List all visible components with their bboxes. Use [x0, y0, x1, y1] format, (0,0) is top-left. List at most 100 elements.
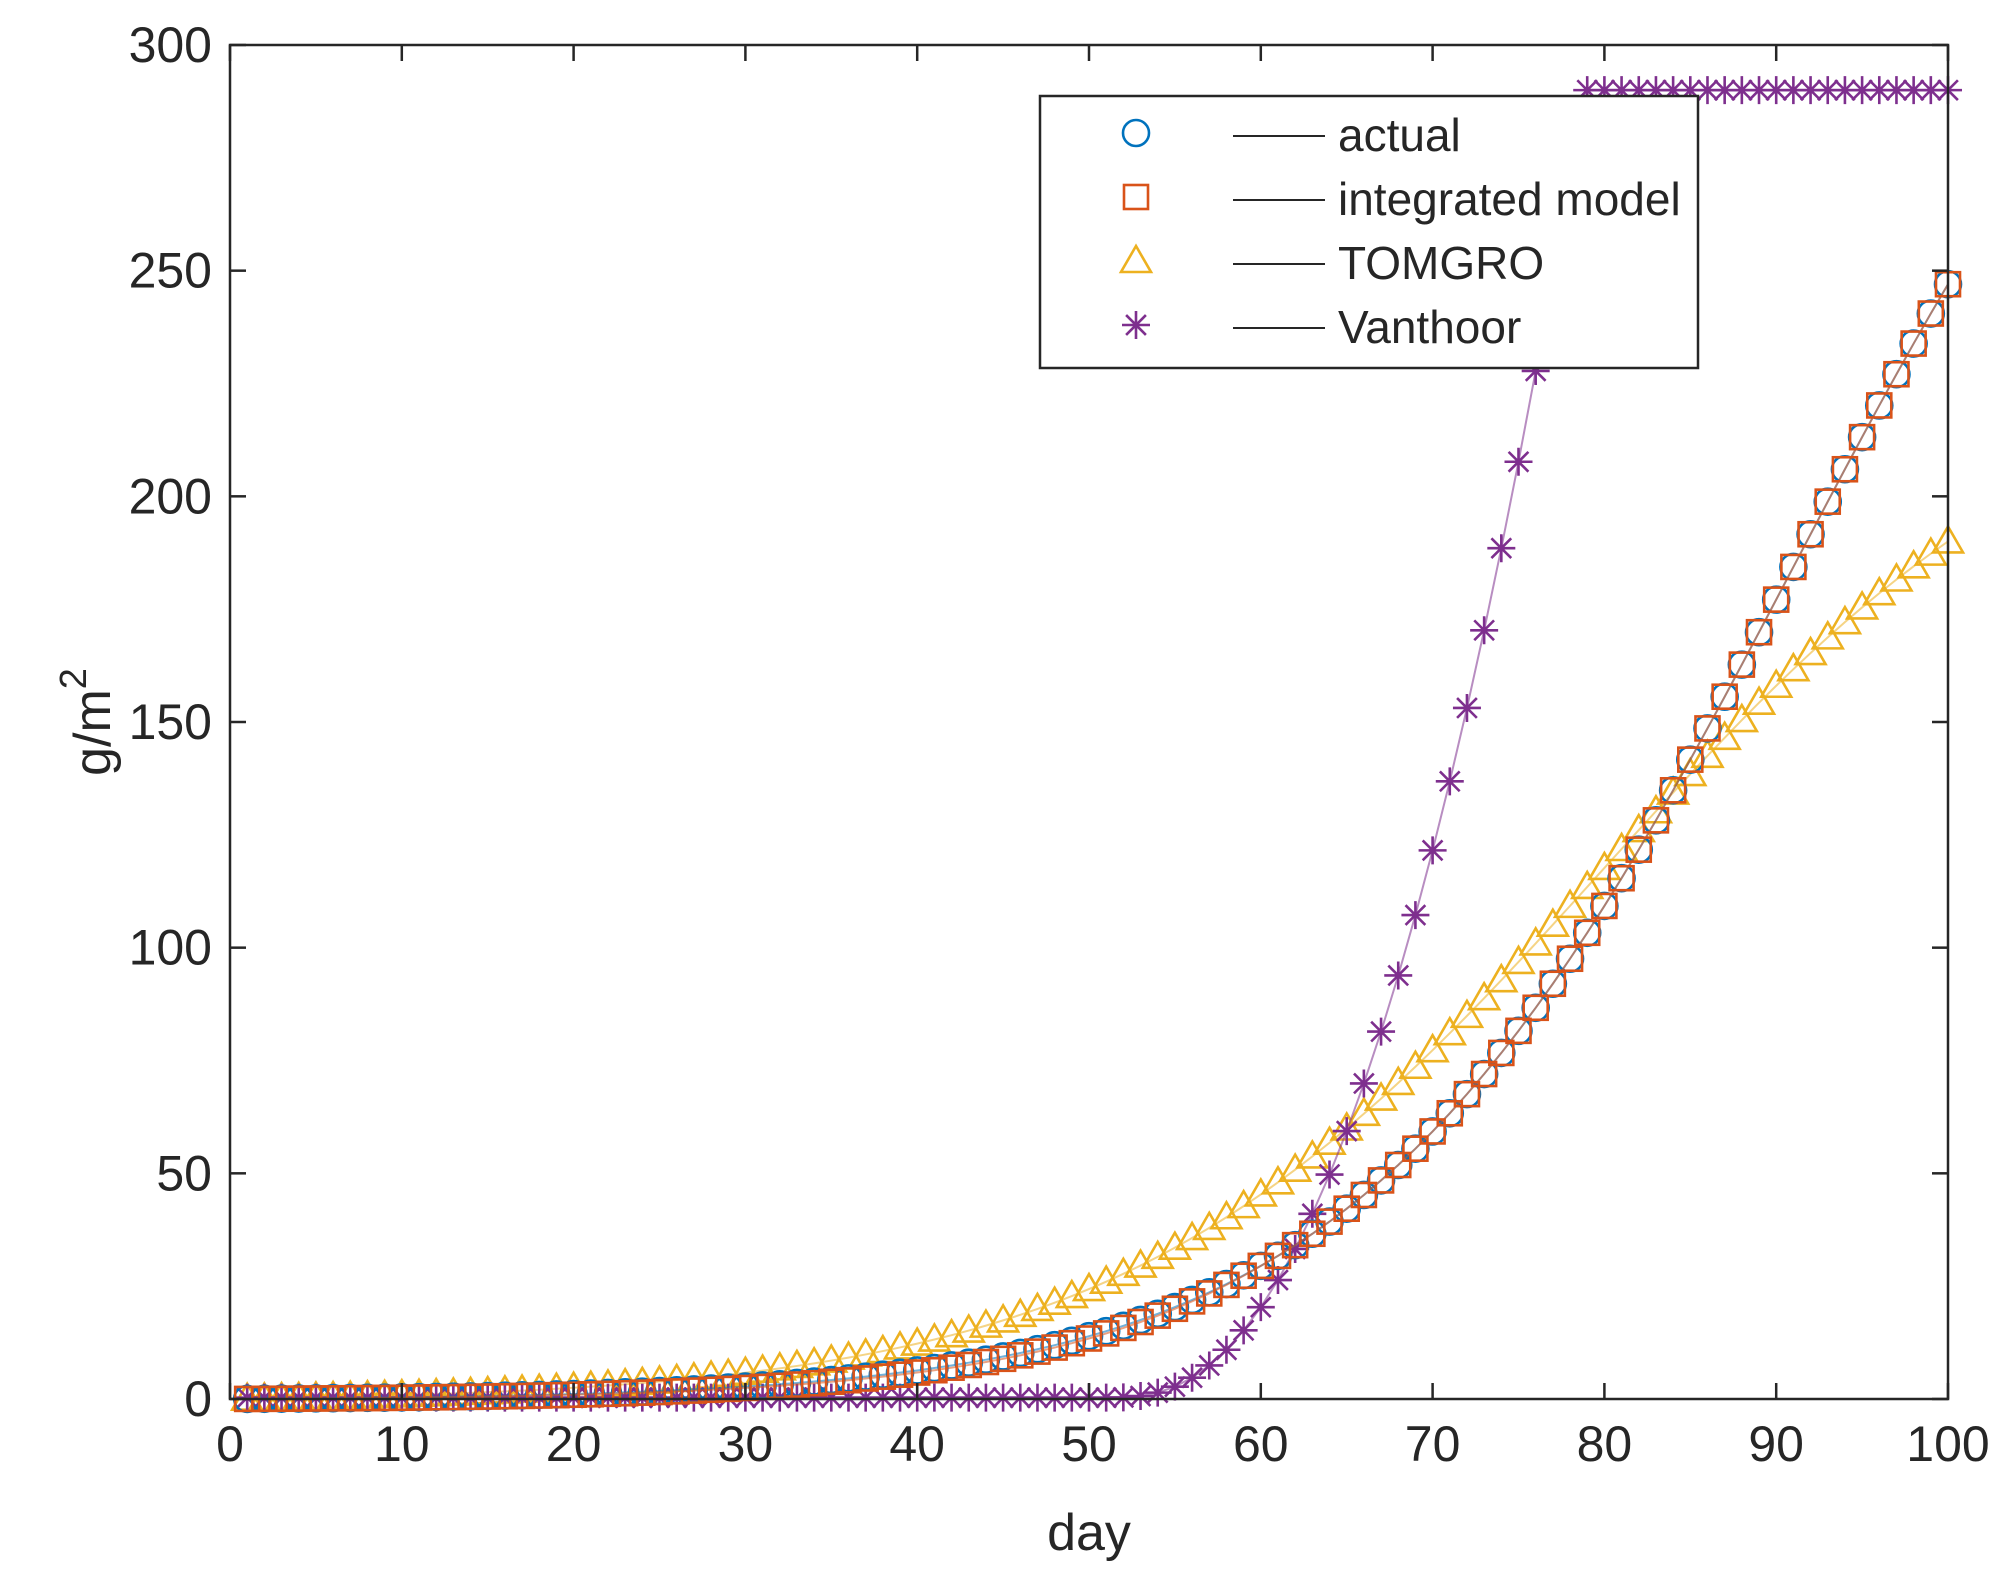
- data-point-tomgro: [1484, 962, 1519, 993]
- data-point-integrated-model: [989, 1345, 1017, 1373]
- data-point-integrated-model: [1436, 1099, 1464, 1127]
- data-point-integrated-model: [1539, 970, 1567, 998]
- x-tick-label: 20: [546, 1416, 602, 1472]
- data-point-vanthoor: [1143, 1378, 1172, 1407]
- data-point-integrated-model: [646, 1378, 673, 1406]
- legend: actual integrated model TOMGRO Vanthoor: [1038, 94, 1700, 370]
- legend-marker-actual: [1121, 118, 1151, 148]
- data-point-integrated-model: [405, 1384, 433, 1411]
- x-tick-label: 90: [1748, 1416, 1804, 1472]
- data-point-integrated-model: [508, 1382, 536, 1410]
- data-point-tomgro: [1226, 1188, 1261, 1219]
- legend-entry-integrated-model: integrated model: [1122, 173, 1681, 225]
- data-point-integrated-model: [1230, 1262, 1257, 1290]
- data-point-vanthoor: [1727, 76, 1756, 105]
- data-point-integrated-model: [525, 1382, 553, 1409]
- data-point-integrated-model: [1642, 807, 1670, 834]
- data-point-integrated-model: [1006, 1342, 1034, 1369]
- x-tick-label: 50: [1061, 1416, 1117, 1472]
- data-point-integrated-model: [1264, 1242, 1292, 1270]
- data-point-tomgro: [1827, 604, 1863, 635]
- data-point-tomgro: [1157, 1230, 1193, 1260]
- data-point-integrated-model: [955, 1351, 983, 1379]
- data-point-vanthoor: [267, 1383, 296, 1412]
- data-point-integrated-model: [783, 1371, 811, 1398]
- legend-marker-tomgro: [1118, 243, 1154, 274]
- data-point-tomgro: [1346, 1096, 1382, 1127]
- data-point-tomgro: [1552, 888, 1588, 919]
- data-point-integrated-model: [886, 1361, 914, 1388]
- data-point-tomgro: [1758, 668, 1794, 699]
- data-point-integrated-model: [1488, 1039, 1515, 1067]
- data-point-vanthoor: [233, 1383, 262, 1412]
- data-point-tomgro: [1071, 1271, 1107, 1302]
- y-axis-label: g/m2: [53, 668, 122, 776]
- data-point-integrated-model: [1092, 1320, 1120, 1347]
- series-line-integrated-model: [247, 283, 1949, 1400]
- data-point-tomgro: [1724, 702, 1760, 733]
- data-point-integrated-model: [1127, 1308, 1154, 1336]
- data-point-vanthoor: [851, 1383, 880, 1412]
- data-point-vanthoor: [937, 1383, 966, 1412]
- data-point-vanthoor: [1624, 76, 1653, 105]
- x-tick-label: 40: [889, 1416, 945, 1472]
- data-point-vanthoor: [989, 1383, 1018, 1412]
- legend-marker-vanthoor: [1122, 311, 1150, 339]
- data-point-integrated-model: [1041, 1334, 1068, 1361]
- data-point-vanthoor: [1796, 76, 1825, 105]
- data-point-integrated-model: [440, 1383, 467, 1411]
- legend-entry-tomgro: TOMGRO: [1118, 237, 1544, 289]
- data-point-vanthoor: [250, 1383, 279, 1412]
- data-point-tomgro: [1518, 925, 1553, 956]
- data-point-integrated-model: [1900, 330, 1927, 357]
- data-point-tomgro: [1192, 1210, 1227, 1241]
- data-point-vanthoor: [1281, 1234, 1310, 1263]
- data-point-vanthoor: [1229, 1316, 1258, 1345]
- data-point-integrated-model: [1883, 360, 1910, 388]
- series-integrated-model: [233, 270, 1962, 1413]
- data-point-vanthoor: [1212, 1335, 1241, 1364]
- data-point-vanthoor: [1865, 76, 1894, 105]
- data-point-vanthoor: [1384, 961, 1413, 990]
- data-point-vanthoor: [1659, 76, 1688, 105]
- data-point-tomgro: [1415, 1032, 1450, 1063]
- data-point-tomgro: [1123, 1247, 1158, 1278]
- data-point-integrated-model: [835, 1366, 862, 1394]
- data-point-integrated-model: [1505, 1017, 1532, 1045]
- data-point-integrated-model: [474, 1383, 502, 1410]
- data-point-integrated-model: [1659, 777, 1687, 804]
- data-point-vanthoor: [679, 1383, 708, 1412]
- data-point-tomgro: [1793, 635, 1828, 666]
- data-point-vanthoor: [611, 1383, 640, 1412]
- data-point-integrated-model: [1711, 683, 1738, 711]
- data-point-integrated-model: [1677, 746, 1704, 773]
- x-tick-label: 70: [1405, 1416, 1461, 1472]
- data-point-vanthoor: [1126, 1382, 1155, 1411]
- data-point-vanthoor: [1349, 1069, 1378, 1098]
- data-point-vanthoor: [542, 1383, 571, 1412]
- x-tick-label: 100: [1906, 1416, 1989, 1472]
- data-point-vanthoor: [1745, 76, 1774, 105]
- y-tick-label: 100: [129, 920, 212, 976]
- data-point-integrated-model: [1797, 520, 1824, 548]
- data-point-vanthoor: [1401, 901, 1430, 930]
- data-point-tomgro: [1776, 651, 1811, 682]
- series-layer: [229, 76, 1966, 1414]
- data-point-vanthoor: [1040, 1383, 1069, 1412]
- data-point-tomgro: [1088, 1264, 1124, 1294]
- data-point-vanthoor: [1263, 1266, 1292, 1295]
- data-point-integrated-model: [938, 1354, 965, 1381]
- data-point-integrated-model: [680, 1377, 708, 1404]
- data-point-vanthoor: [1315, 1160, 1344, 1189]
- data-point-vanthoor: [817, 1383, 846, 1412]
- data-point-vanthoor: [628, 1383, 657, 1412]
- data-point-vanthoor: [576, 1383, 605, 1412]
- data-point-vanthoor: [1916, 76, 1945, 105]
- x-tick-label: 80: [1577, 1416, 1633, 1472]
- data-point-vanthoor: [954, 1383, 983, 1412]
- data-point-vanthoor: [834, 1383, 863, 1412]
- data-point-integrated-model: [1247, 1252, 1275, 1280]
- y-axis-label-base: g/m: [64, 689, 122, 776]
- data-point-integrated-model: [1625, 836, 1653, 863]
